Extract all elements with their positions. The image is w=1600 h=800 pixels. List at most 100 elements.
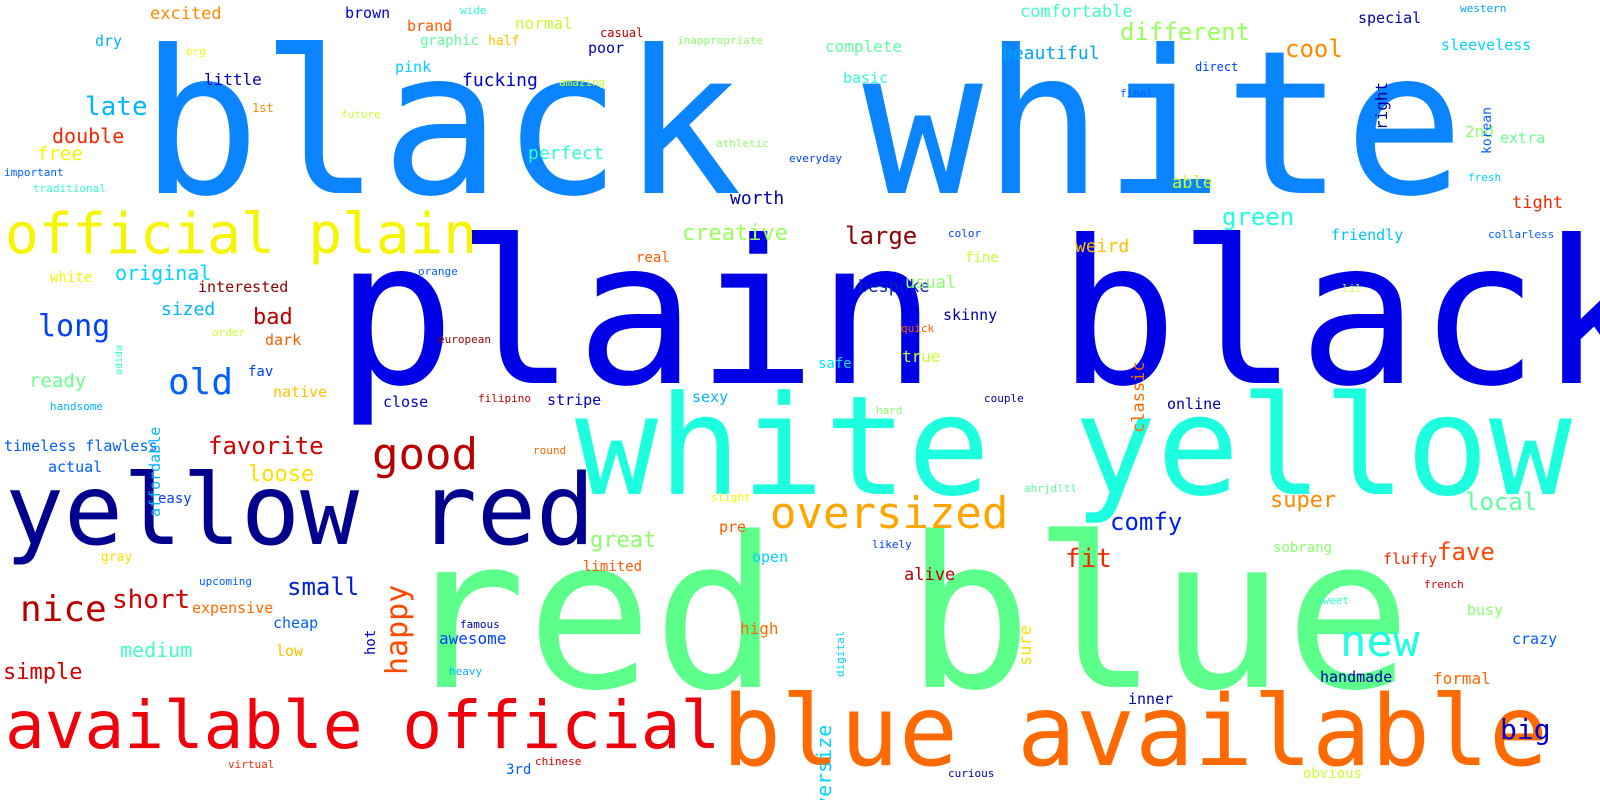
word-white: white [50, 270, 93, 286]
word-fine: fine [965, 250, 999, 266]
word-chinese: chinese [535, 755, 582, 768]
word-actual: actual [48, 458, 103, 476]
word-sobrang: sobrang [1273, 540, 1333, 556]
word-blue-available: blue available [722, 675, 1549, 789]
word-traditional: traditional [33, 182, 106, 195]
word-2nd: 2nd [1465, 122, 1494, 141]
word-worth: worth [730, 188, 785, 209]
word-true: true [902, 347, 941, 366]
word-round: round [533, 444, 567, 457]
word-affordable: affordable [146, 427, 164, 518]
word-filipino: filipino [478, 392, 531, 405]
word-fucking: fucking [462, 70, 538, 91]
word-extra: extra [1500, 129, 1546, 147]
word-complete: complete [825, 37, 903, 56]
word-oversize: oversize [812, 725, 836, 800]
word-3rd: 3rd [506, 762, 532, 778]
word-short: short [112, 585, 191, 615]
word-bespoke: bespoke [858, 277, 930, 297]
word-basic: basic [843, 69, 889, 87]
word-excited: excited [150, 4, 222, 24]
word-alive: alive [904, 565, 956, 585]
word-future: future [341, 108, 381, 121]
word-inner: inner [1128, 690, 1174, 708]
word-brown: brown [345, 4, 391, 22]
word-cheap: cheap [273, 614, 319, 632]
word-friendly: friendly [1331, 226, 1404, 244]
word-formal: formal [1433, 669, 1491, 688]
word-inappropriate: inappropriate [677, 34, 764, 47]
word-oversized: oversized [770, 488, 1009, 539]
word-close: close [383, 393, 429, 411]
word-right: right [1372, 82, 1391, 131]
word-lil: lil [1342, 282, 1362, 295]
word-ready: ready [29, 370, 87, 392]
word-collarless: collarless [1488, 228, 1555, 241]
word-handmade: handmade [1320, 668, 1393, 686]
word-upcoming: upcoming [199, 575, 252, 588]
word-original: original [115, 261, 212, 285]
word-french: french [1424, 578, 1464, 591]
word-skinny: skinny [943, 306, 998, 324]
word-free: free [37, 143, 83, 165]
word-crazy: crazy [1512, 630, 1558, 648]
word-local: local [1465, 488, 1538, 516]
word-different: different [1120, 18, 1251, 46]
word-weird: weird [1075, 236, 1130, 257]
word-big: big [1500, 713, 1551, 746]
word-medium: medium [120, 638, 193, 662]
word-creative: creative [682, 221, 788, 246]
word-half: half [488, 34, 520, 49]
word-late: late [85, 92, 148, 122]
word-low: low [276, 642, 304, 660]
word-real: real [636, 250, 670, 266]
word-hard: hard [876, 404, 903, 417]
word-pre: pre [719, 518, 747, 536]
word-easy: easy [158, 491, 192, 507]
word-quick: quick [901, 322, 935, 335]
word-gray: gray [101, 550, 133, 565]
word-usual: usual [905, 273, 957, 293]
word-tight: tight [1512, 193, 1564, 213]
word-western: western [1460, 2, 1507, 15]
word-casual: casual [600, 26, 644, 40]
word-obvious: obvious [1303, 766, 1363, 782]
word-interested: interested [198, 278, 289, 296]
word-adida: adida [114, 345, 125, 376]
word-good: good [372, 429, 478, 480]
word-online: online [1167, 395, 1222, 413]
word-plain-black: plain black [335, 198, 1600, 431]
word-couple: couple [984, 392, 1024, 405]
word-limited: limited [583, 559, 643, 575]
word-dry: dry [95, 32, 123, 50]
word-direct: direct [1195, 60, 1239, 74]
word-super: super [1270, 488, 1337, 513]
word-graphic: graphic [420, 33, 480, 49]
word-little: little [204, 70, 262, 89]
word-korean: korean [1480, 107, 1495, 154]
word-open: open [752, 548, 789, 566]
word-perfect: perfect [528, 143, 604, 164]
word-able: able [1172, 173, 1213, 193]
word-expensive: expensive [192, 599, 274, 617]
word-handsome: handsome [50, 400, 103, 413]
word-sexy: sexy [692, 388, 729, 406]
word-slight: slight [711, 491, 751, 504]
word-red-blue: red blue [400, 492, 1412, 737]
word-new: new [1340, 616, 1420, 667]
word-white-yellow: white yellow [575, 366, 1572, 527]
word-bad: bad [253, 305, 293, 330]
word-heavy: heavy [449, 665, 483, 678]
word-hot: hot [363, 630, 379, 656]
word-busy: busy [1467, 601, 1504, 619]
word-likely: likely [872, 538, 912, 551]
word-loose: loose [248, 462, 315, 487]
word-small: small [287, 573, 360, 601]
word-dark: dark [265, 331, 302, 349]
word-sure: sure [1016, 625, 1036, 666]
word-curious: curious [948, 767, 995, 780]
word-org: org [186, 45, 206, 58]
word-safe: safe [818, 356, 852, 372]
word-special: special [1358, 9, 1422, 27]
word-sweet: sweet [1316, 594, 1350, 607]
